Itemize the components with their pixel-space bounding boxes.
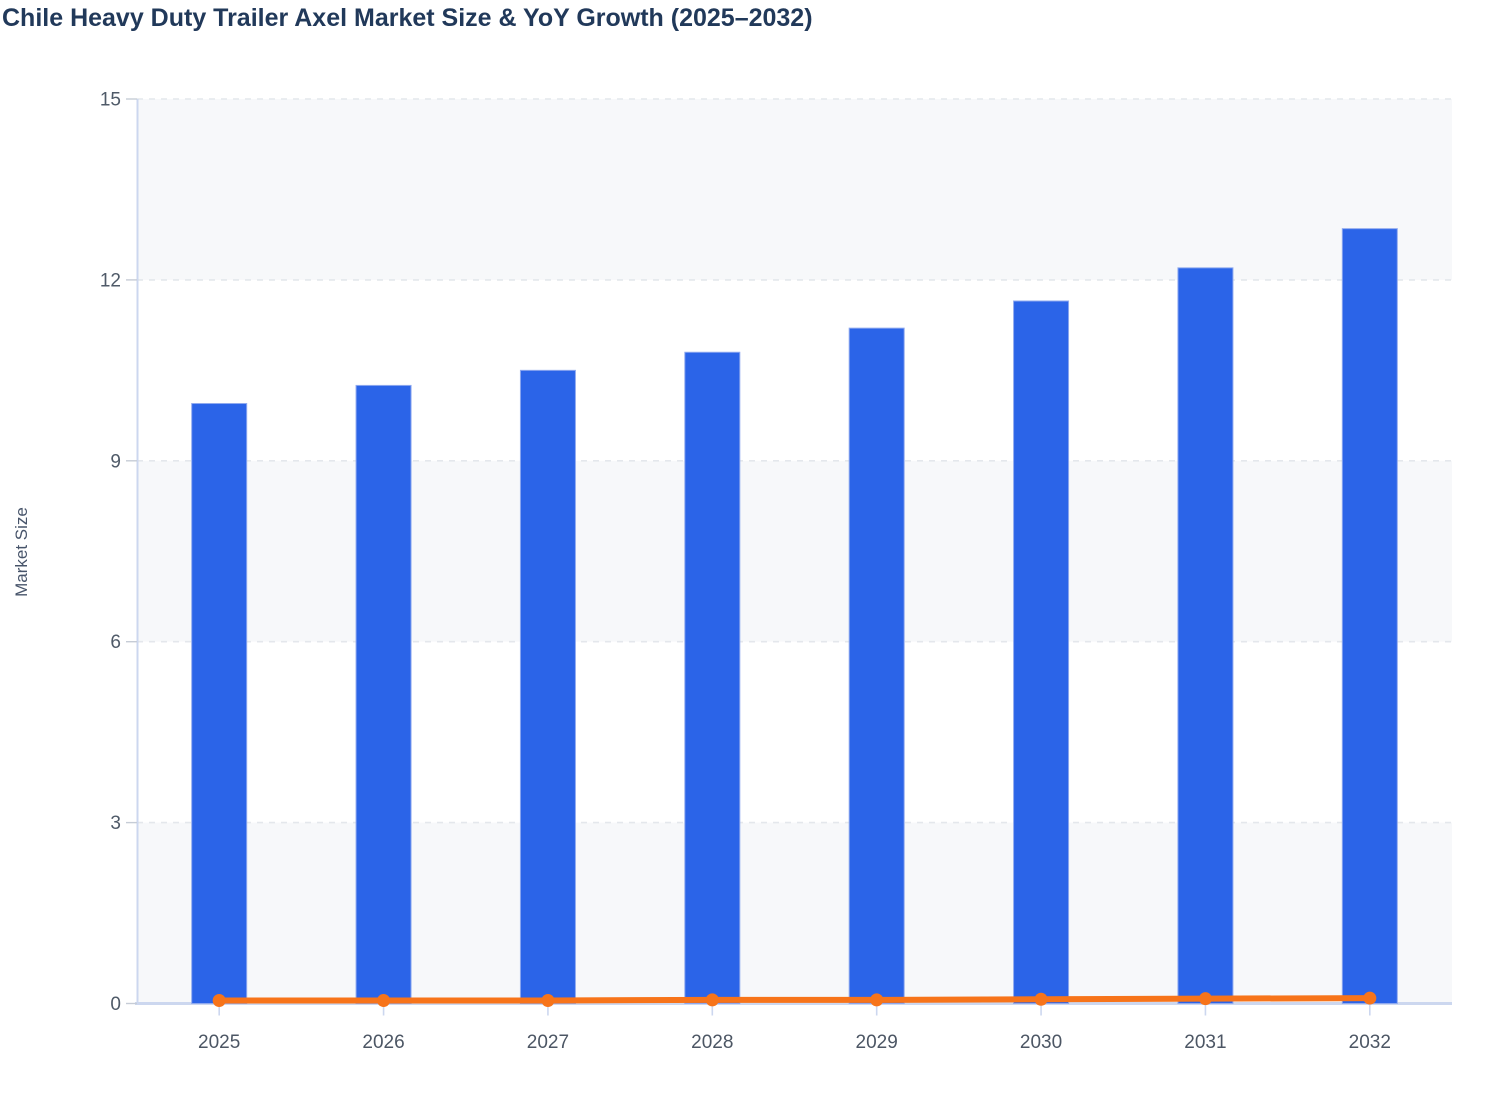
y-tick-label-3: 3 xyxy=(110,813,121,834)
bar-2028[interactable] xyxy=(684,351,741,1004)
x-tick-label-2032: 2032 xyxy=(1349,1032,1391,1053)
yoy-marker-2025[interactable] xyxy=(212,993,226,1007)
yoy-marker-2030[interactable] xyxy=(1034,992,1048,1006)
grid-band xyxy=(137,460,1452,642)
bar-2027[interactable] xyxy=(519,369,576,1005)
yoy-marker-2032[interactable] xyxy=(1363,991,1377,1005)
x-tick-label-2027: 2027 xyxy=(527,1032,569,1053)
y-tick-label-15: 15 xyxy=(100,90,121,111)
x-tick-label-2025: 2025 xyxy=(198,1032,240,1053)
bar-2029[interactable] xyxy=(848,327,905,1004)
y-tick-label-12: 12 xyxy=(100,270,121,291)
yoy-growth-line xyxy=(216,995,1373,1004)
grid-band xyxy=(137,99,1452,280)
yoy-marker-2026[interactable] xyxy=(377,993,391,1007)
yoy-marker-2029[interactable] xyxy=(870,993,884,1007)
yoy-marker-2028[interactable] xyxy=(705,993,719,1007)
bar-2030[interactable] xyxy=(1013,300,1070,1004)
x-tick-label-2028: 2028 xyxy=(691,1032,733,1053)
bar-2032[interactable] xyxy=(1341,228,1398,1004)
bar-2026[interactable] xyxy=(355,384,412,1004)
bar-2031[interactable] xyxy=(1177,267,1234,1004)
x-tick-label-2031: 2031 xyxy=(1184,1032,1226,1053)
grid-band xyxy=(137,822,1452,1004)
x-tick-label-2030: 2030 xyxy=(1020,1032,1062,1053)
yoy-marker-2027[interactable] xyxy=(541,993,555,1007)
x-tick-label-2029: 2029 xyxy=(856,1032,898,1053)
y-tick-label-6: 6 xyxy=(110,632,121,653)
y-tick-label-9: 9 xyxy=(110,451,121,472)
yoy-marker-2031[interactable] xyxy=(1198,992,1212,1006)
y-tick-label-0: 0 xyxy=(110,994,121,1015)
chart-title: Chile Heavy Duty Trailer Axel Market Siz… xyxy=(2,4,813,32)
x-tick-label-2026: 2026 xyxy=(362,1032,404,1053)
bar-2025[interactable] xyxy=(191,403,248,1004)
